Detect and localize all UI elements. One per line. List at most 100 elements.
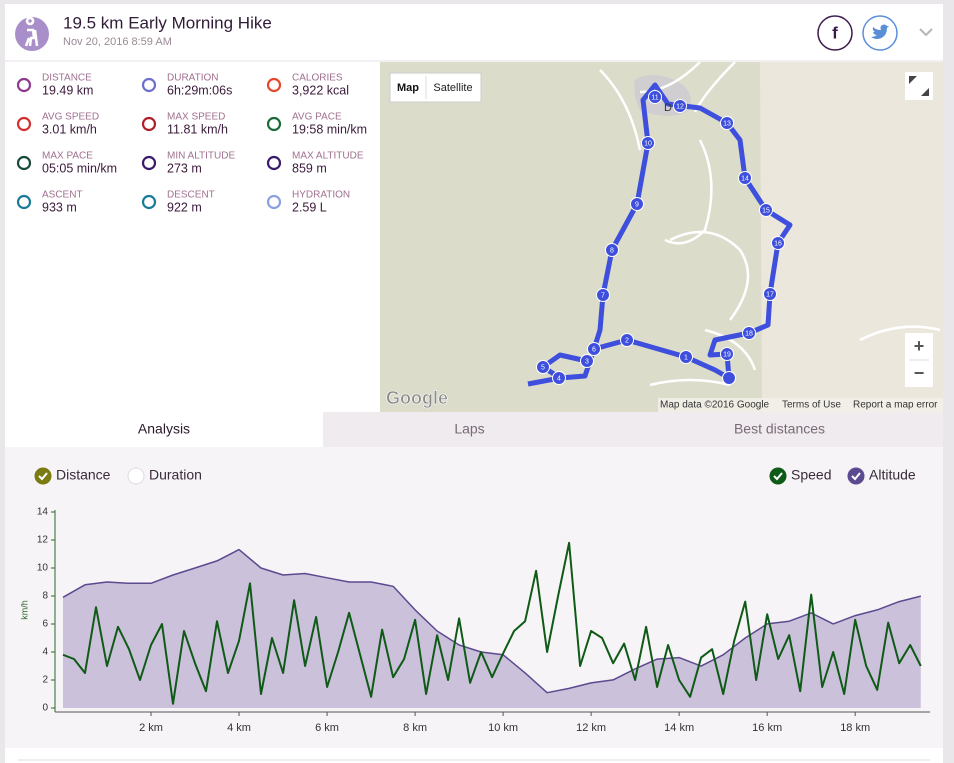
route-marker-label: 8 — [610, 247, 614, 254]
route-marker — [580, 354, 594, 368]
route-marker — [679, 350, 693, 364]
legend-toggle-check[interactable] — [773, 472, 783, 481]
route-marker — [536, 360, 550, 374]
facebook-glyph[interactable]: f — [832, 23, 838, 42]
route-marker-label: 13 — [723, 120, 731, 127]
route-marker — [771, 236, 785, 250]
stat-label: AVG SPEED — [42, 112, 99, 123]
route-marker-label: 3 — [585, 358, 589, 365]
legend-toggle[interactable] — [847, 467, 865, 485]
tab[interactable] — [5, 412, 323, 447]
x-tick-label: 10 km — [488, 722, 518, 734]
y-tick-label: 6 — [42, 619, 48, 630]
map-report[interactable]: Report a map error — [853, 400, 938, 411]
series-line — [62, 541, 922, 705]
park-area — [380, 62, 762, 412]
stat-label: DURATION — [167, 73, 218, 84]
map-terms[interactable]: Terms of Use — [782, 400, 841, 411]
trails — [599, 61, 941, 387]
stat-value: 11.81 km/h — [167, 122, 228, 136]
route-marker-label: 9 — [635, 201, 639, 208]
route-marker-label: 12 — [676, 103, 684, 110]
stat-label: MAX PACE — [42, 151, 93, 162]
area-fill — [63, 549, 921, 708]
attribution-bar — [658, 398, 943, 412]
stat-value: 3.01 km/h — [42, 122, 97, 136]
stat-label: DESCENT — [167, 190, 215, 201]
x-tick-label: 16 km — [752, 722, 782, 734]
x-tick-label: 6 km — [315, 722, 339, 734]
route-marker — [720, 347, 734, 361]
stat-icon — [16, 194, 32, 210]
y-tick-label: 2 — [42, 675, 48, 686]
x-tick-label: 18 km — [840, 722, 870, 734]
tab-label[interactable]: Laps — [454, 421, 484, 437]
stat-label: HYDRATION — [292, 190, 350, 201]
legend-toggle-check[interactable] — [851, 472, 861, 481]
route-marker-label: 15 — [762, 207, 770, 214]
stat-label: MAX ALTITUDE — [292, 151, 364, 162]
map-logo: Google — [386, 388, 448, 408]
route-marker-label: 5 — [541, 364, 545, 371]
route-marker-label: 10 — [644, 140, 652, 147]
stat-value: 19.49 km — [42, 83, 93, 97]
stat-label: DISTANCE — [42, 73, 92, 84]
route-marker — [620, 333, 634, 347]
stat-value: 273 m — [167, 161, 202, 175]
title: 19.5 km Early Morning Hike — [63, 13, 272, 32]
legend-label[interactable]: Speed — [791, 467, 831, 483]
twitter-glyph[interactable] — [871, 24, 889, 40]
map-button[interactable]: Satellite — [433, 82, 472, 94]
tab-label[interactable]: Best distances — [734, 421, 825, 437]
x-mode-label[interactable]: Duration — [149, 467, 202, 483]
x-tick-label: 14 km — [664, 722, 694, 734]
stat-value: 859 m — [292, 161, 327, 175]
activity-icon — [15, 17, 49, 51]
stat-value: 2.59 L — [292, 200, 327, 214]
route-marker — [673, 99, 687, 113]
route-marker — [763, 287, 777, 301]
zoom-out[interactable]: − — [914, 363, 925, 383]
hiker-glyph — [24, 16, 39, 47]
stat-value: 6h:29m:06s — [167, 83, 232, 97]
stat-label: ASCENT — [42, 190, 83, 201]
route-marker — [605, 243, 619, 257]
chart: Distance Duration Speed Altitude 0 2 4 6 8 10 12 14… — [19, 467, 930, 734]
route-marker — [641, 136, 655, 150]
y-tick-label: 8 — [42, 591, 48, 602]
x-mode-toggle-check[interactable] — [38, 472, 48, 481]
route-marker-label: 7 — [601, 292, 605, 299]
zoom-in[interactable]: + — [914, 336, 925, 356]
stat-icon — [141, 194, 157, 210]
expand-chevron[interactable] — [919, 28, 933, 37]
facebook-button[interactable] — [817, 15, 853, 51]
stat-icon — [16, 77, 32, 93]
route-marker — [587, 342, 601, 356]
stat-label: AVG PACE — [292, 112, 342, 123]
stat-icon — [16, 116, 32, 132]
route-marker — [552, 371, 566, 385]
map-button[interactable]: Map — [397, 82, 419, 94]
tab-label[interactable]: Analysis — [138, 421, 190, 437]
fullscreen-glyph[interactable] — [909, 76, 929, 96]
tab[interactable] — [616, 412, 943, 447]
map-type-control[interactable] — [389, 72, 482, 103]
legend-label[interactable]: Altitude — [869, 467, 916, 483]
tab[interactable] — [323, 412, 616, 447]
stat-icon — [141, 116, 157, 132]
x-mode-toggle[interactable] — [34, 467, 52, 485]
stat-icon — [141, 155, 157, 171]
route-marker-label: 2 — [625, 337, 629, 344]
route-marker-label: 4 — [557, 375, 561, 382]
stat-icon — [266, 116, 282, 132]
route-marker — [630, 197, 644, 211]
x-mode-label[interactable]: Distance — [56, 467, 111, 483]
stat-value: 05:05 min/km — [42, 161, 117, 175]
legend-toggle[interactable] — [769, 467, 787, 485]
stat-label: MIN ALTITUDE — [167, 151, 235, 162]
x-mode-toggle[interactable] — [127, 467, 145, 485]
route-marker-label: 16 — [774, 240, 782, 247]
